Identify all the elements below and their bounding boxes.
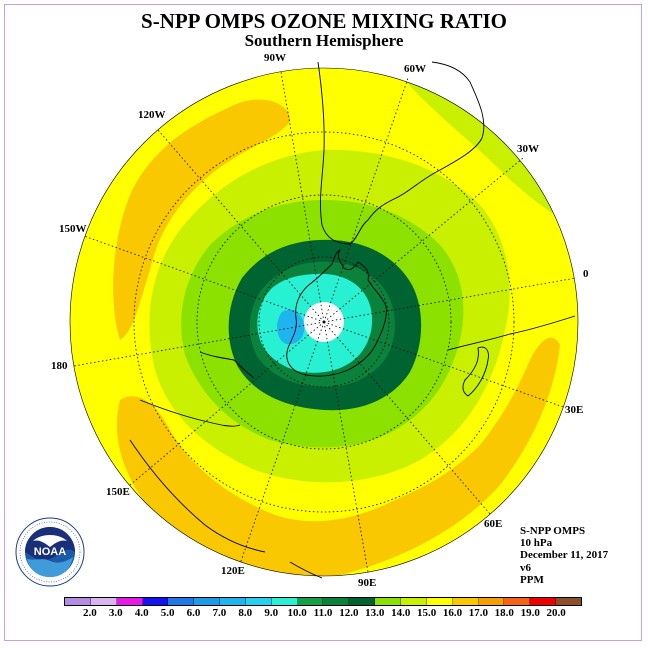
lon-label-120e: 120E [221,565,245,577]
colorbar-tick-label: 3.0 [108,607,123,619]
info-level: 10 hPa [520,537,553,550]
colorbar-segment [530,598,557,605]
lon-label-150w: 150W [59,223,87,235]
colorbar-segment [194,598,221,605]
colorbar-segment [452,598,479,605]
lon-label-150e: 150E [106,486,130,498]
coastlines [129,61,576,579]
colorbar-segment [90,598,117,605]
map-fill [70,68,578,576]
colorbar-ticks: 2.0 3.0 4.0 5.0 6.0 7.0 8.0 9.0 10.0 11.0 12.0 13.0… [64,607,582,623]
page-title: S-NPP OMPS OZONE MIXING RATIO [141,9,507,33]
colorbar-tick-label: 10.0 [287,607,307,619]
info-date: December 11, 2017 [520,549,609,562]
ozone-region-orange [113,99,291,341]
colorbar-segment [556,598,581,605]
south-pole-marker [322,320,326,324]
lon-label-30w: 30W [517,143,539,155]
colorbar-tick-label: 4.0 [134,607,149,619]
meridian-0 [323,277,577,323]
colorbar-tick-label: 15.0 [416,607,437,619]
colorbar-segment [168,598,195,605]
colorbar-tick-label: 14.0 [391,607,411,619]
lon-label-30e: 30E [565,404,584,416]
colorbar-tick-label: 13.0 [365,607,385,619]
colorbar-tick-label: 9.0 [264,607,279,619]
australia-north-coastline [139,399,241,427]
colorbar-tick-label: 18.0 [494,607,514,619]
colorbar [64,597,582,606]
australia-west-coastline [129,439,266,553]
info-units: PPM [520,573,544,586]
colorbar-segment [375,598,401,605]
colorbar-segment [478,598,505,605]
meridian-30w [323,157,524,323]
lon-label-120w: 120W [138,109,166,121]
colorbar-tick-label: 17.0 [468,607,489,619]
antarctica-coastline [286,248,387,377]
info-version: v6 [520,561,531,574]
colorbar-tick-label: 11.0 [313,607,333,619]
africa-coastline [447,315,576,351]
colorbar-segment [220,598,246,605]
colorbar-segment [426,598,453,605]
colorbar-segment [504,598,531,605]
colorbar-tick-label: 20.0 [546,607,566,619]
colorbar-segment [271,598,298,605]
colorbar-segment [116,598,143,605]
colorbar-segment [323,598,350,605]
meridian-150w [83,235,325,323]
indonesia-coastline [289,561,323,579]
latitude-circle-70s [258,256,390,388]
latitude-circle-30s [133,131,515,513]
colorbar-tick-label: 19.0 [520,607,540,619]
page-subtitle: Southern Hemisphere [244,31,404,50]
graticule [73,71,577,573]
latitude-circle-50s [196,194,452,450]
colorbar-tick-label: 5.0 [160,607,175,619]
colorbar-segment [349,598,376,605]
meridian-120e [239,321,325,565]
colorbar-segment [245,598,272,605]
ozone-region-orange [117,337,560,576]
colorbar-segment [65,598,91,605]
noaa-logo-text: NOAA [34,546,66,558]
colorbar-tick-label: 16.0 [442,607,463,619]
info-block: S-NPP OMPS 10 hPa December 11, 2017 v6 P… [520,525,608,586]
colorbar-tick-label: 6.0 [186,607,201,619]
lon-label-90w: 90W [264,52,286,64]
meridian-60w [323,77,409,323]
frame-border [4,4,642,641]
south-america-coastline [317,61,485,245]
meridian-30e [323,321,567,409]
colorbar-segment [400,598,427,605]
colorbar-tick-label: 2.0 [83,607,97,619]
colorbar-tick-label: 7.0 [212,607,227,619]
colorbar-segment [297,598,324,605]
colorbar-tick-label: 12.0 [339,607,359,619]
lon-label-60e: 60E [484,518,503,530]
colorbar-tick-label: 8.0 [238,607,253,619]
noaa-logo: NOAA [15,517,85,587]
colorbar-segment [142,598,169,605]
map-boundary [69,67,579,577]
lon-label-90e: 90E [358,577,377,589]
madagascar-coastline [462,346,489,397]
lon-label-60w: 60W [404,63,426,75]
ross-sea-coastline [199,351,255,379]
info-instrument: S-NPP OMPS [520,525,586,537]
ozone-region-blue [277,309,305,345]
lon-label-0: 0 [583,268,589,280]
lon-label-180: 180 [51,360,68,372]
